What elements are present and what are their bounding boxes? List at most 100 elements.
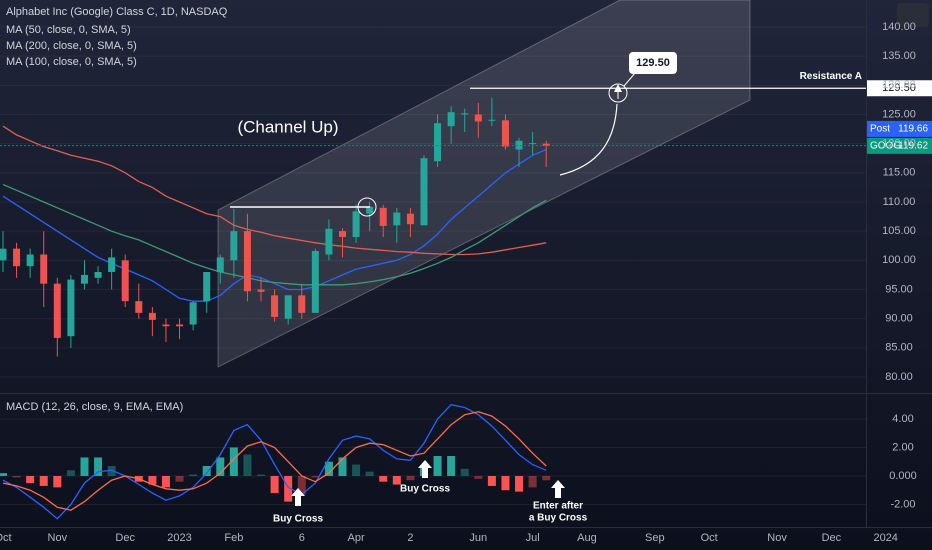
candle-body	[257, 289, 265, 292]
histogram-bar	[460, 468, 469, 476]
candle-body	[162, 324, 170, 327]
channel-label: (Channel Up)	[237, 117, 338, 136]
histogram-bar	[297, 475, 306, 495]
candle-body	[474, 114, 482, 122]
histogram-bar	[311, 475, 320, 478]
histogram-bar	[80, 457, 89, 476]
resistance-tag-text: 129.50	[882, 82, 916, 94]
histogram-bar	[392, 475, 401, 485]
candle-body	[393, 212, 401, 226]
histogram-bar	[12, 475, 21, 478]
buy-cross-label: Buy Cross	[400, 484, 450, 495]
candle-body	[406, 213, 414, 225]
candle-body	[461, 113, 469, 115]
candle-body	[488, 119, 496, 121]
candle-body	[311, 251, 319, 313]
y-tick-label: 2.00	[892, 441, 913, 453]
legend-entry: MA (50, close, 0, SMA, 5)	[6, 24, 131, 36]
histogram-bar	[202, 465, 211, 476]
callout-pointer	[623, 71, 637, 87]
moving-average	[2, 183, 547, 286]
buy-cross-arrow	[418, 460, 432, 478]
candle-body	[501, 120, 509, 147]
candle-body	[515, 140, 523, 150]
candle-body	[108, 257, 116, 273]
x-tick-label: 2024	[873, 532, 897, 544]
candle-body	[325, 228, 333, 255]
callout-box	[629, 52, 677, 74]
x-tick-label: 6	[299, 532, 305, 544]
projection-curve	[559, 103, 618, 176]
x-tick-label: Dec	[115, 532, 135, 544]
histogram-bar	[257, 474, 266, 476]
y-tick-label: 130.00	[882, 79, 916, 91]
histogram-bar	[338, 457, 347, 476]
y-tick-label: -2.00	[890, 498, 915, 510]
chart-title: Alphabet Inc (Google) Class C, 1D, NASDA…	[6, 6, 228, 18]
x-tick-label: Aug	[577, 532, 597, 544]
histogram-bar	[324, 461, 333, 476]
y-tick-label: 90.00	[885, 313, 913, 325]
moving-average	[2, 148, 547, 302]
candle-body	[542, 143, 550, 147]
candle-body	[284, 295, 292, 319]
y-tick-label: 120.00	[882, 138, 916, 150]
candle-body	[13, 248, 21, 267]
candle-body	[53, 283, 61, 338]
price-tag-name: Post	[870, 124, 890, 135]
histogram-bar	[189, 474, 198, 476]
y-tick-label: 85.00	[885, 342, 913, 354]
enter-arrow	[551, 480, 565, 498]
x-tick-label: Nov	[48, 532, 68, 544]
histogram-bar	[66, 470, 75, 476]
buy-cross-arrow	[291, 488, 305, 506]
y-tick-label: 140.00	[882, 21, 916, 33]
candle-body	[189, 302, 197, 325]
histogram-bar	[501, 475, 510, 491]
x-tick-label: Oct	[0, 532, 12, 544]
histogram-bar	[0, 473, 7, 476]
y-tick-label: 0.000	[889, 470, 917, 482]
candle-body	[135, 301, 143, 313]
price-tag	[867, 120, 932, 137]
legend-entry: MA (100, close, 0, SMA, 5)	[6, 56, 137, 68]
resistance-label: Resistance A	[800, 71, 862, 82]
histogram-bar	[528, 475, 537, 488]
macd-pane	[0, 403, 551, 520]
price-tag-value: 119.62	[898, 141, 928, 152]
price-tag-value: 119.66	[898, 124, 928, 135]
candle-body	[176, 324, 184, 327]
y-tick-label: 95.00	[885, 283, 913, 295]
y-tick-label: 100.00	[882, 254, 916, 266]
candle-body	[121, 260, 129, 302]
x-tick-label: Jun	[469, 532, 487, 544]
macd-line	[2, 403, 547, 520]
candle-body	[434, 123, 442, 162]
y-tick-label: 110.00	[883, 196, 916, 208]
histogram-bar	[26, 475, 35, 484]
y-tick-label: 4.00	[892, 413, 913, 425]
histogram-bar	[161, 475, 170, 488]
candle-body	[271, 295, 279, 317]
candle-body	[366, 206, 374, 214]
histogram-bar	[39, 475, 48, 486]
histogram-bar	[365, 471, 374, 476]
price-tag-name: GOOG	[870, 141, 901, 152]
settings-button[interactable]	[897, 3, 929, 27]
candle-body	[203, 272, 211, 302]
histogram-bar	[284, 475, 293, 502]
histogram-bar	[487, 475, 496, 486]
candle-body	[40, 254, 48, 284]
y-tick-label: 135.00	[882, 50, 916, 62]
buy-cross-label: Buy Cross	[273, 514, 323, 525]
histogram-bar	[406, 475, 415, 481]
annotations: (Channel Up) 129.50 Buy Cross Buy Cross …	[230, 52, 866, 525]
candle-body	[230, 231, 238, 261]
x-tick-label: Apr	[348, 532, 365, 544]
histogram-bar	[542, 475, 551, 481]
histogram-bar	[94, 457, 103, 476]
candle-body	[67, 279, 75, 337]
